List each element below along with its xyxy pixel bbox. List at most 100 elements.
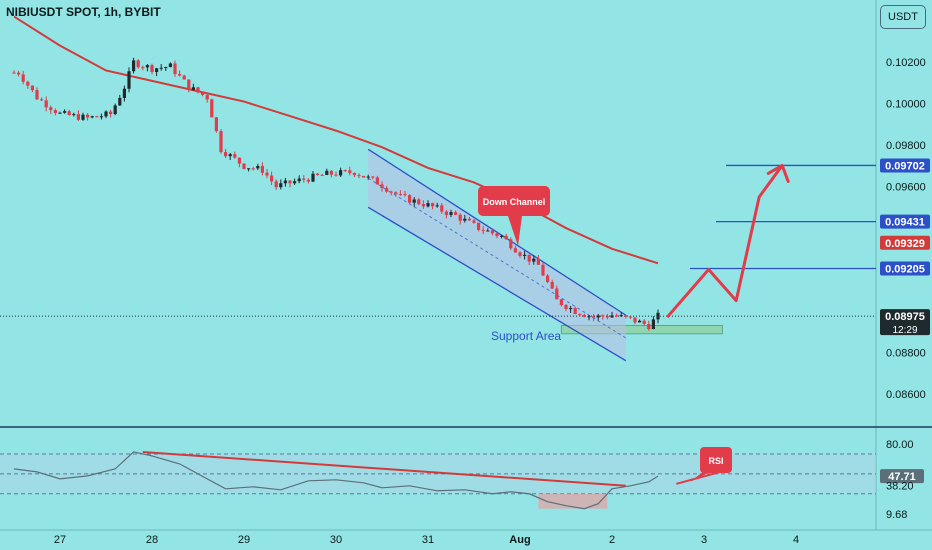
candle-body — [40, 99, 44, 101]
candle-body — [431, 203, 435, 207]
candle-body — [109, 111, 113, 115]
candle-body — [95, 116, 99, 118]
candle-body — [495, 233, 499, 237]
candle-body — [283, 180, 287, 184]
candle-body — [536, 258, 540, 265]
rsi-callout-pointer — [690, 471, 712, 482]
time-tick-label: 3 — [701, 534, 707, 546]
candle-body — [325, 170, 329, 175]
candle-body — [242, 163, 246, 169]
candle-body — [168, 63, 172, 68]
moving-average-line — [13, 15, 659, 265]
candle-body — [440, 205, 444, 212]
rsi-current-label: 47.71 — [888, 471, 916, 483]
candle-body — [265, 172, 269, 176]
candle-body — [187, 79, 191, 91]
down-channel-fill — [368, 149, 626, 361]
candle-body — [35, 90, 39, 100]
candle-body — [486, 230, 490, 232]
candle-body — [596, 315, 600, 318]
candle-body — [44, 100, 48, 108]
candle-body — [412, 199, 416, 203]
candle-body — [316, 173, 320, 175]
candle-body — [53, 110, 57, 113]
candle-body — [63, 111, 67, 113]
candle-body — [656, 312, 660, 320]
candle-body — [444, 211, 448, 215]
candle-body — [339, 170, 343, 176]
candle-body — [513, 248, 517, 253]
price-label-box — [880, 214, 930, 229]
candle-body — [67, 111, 71, 116]
candle-body — [605, 316, 609, 318]
candle-body — [214, 117, 218, 132]
rsi-trendline — [142, 450, 626, 487]
time-tick-label: 29 — [238, 534, 250, 546]
price-label-text: 0.09205 — [885, 263, 925, 275]
candle-body — [21, 74, 25, 82]
candle-body — [81, 114, 85, 120]
candle-body — [463, 218, 467, 221]
candle-body — [219, 131, 223, 153]
price-label-text: 0.08975 — [885, 311, 925, 323]
rsi-line — [13, 451, 659, 510]
candle-body — [619, 315, 623, 317]
candle-body — [389, 191, 393, 193]
candle-body — [458, 214, 462, 221]
price-tick-label: 0.08800 — [886, 347, 926, 359]
rsi-oversold-fill — [538, 493, 608, 509]
candle-body — [559, 299, 563, 306]
price-label-box — [880, 235, 930, 250]
candle-body — [481, 229, 485, 231]
currency-badge[interactable]: USDT — [880, 5, 926, 29]
candle-body — [403, 194, 407, 196]
down-channel-lower-line — [367, 206, 627, 362]
candle-body — [371, 176, 375, 178]
candle-body — [380, 184, 384, 189]
projection-arrowhead — [766, 163, 790, 183]
candle-body — [610, 315, 614, 318]
candle-body — [132, 60, 136, 72]
candle-body — [532, 258, 536, 262]
time-tick-label: Aug — [509, 534, 530, 546]
projection-path — [666, 164, 784, 319]
candle-body — [297, 178, 301, 182]
time-tick-label: 31 — [422, 534, 434, 546]
candle-body — [500, 235, 504, 237]
candle-body — [394, 192, 398, 195]
candle-body — [150, 65, 154, 72]
candle-body — [362, 175, 366, 178]
price-label-box — [880, 158, 930, 173]
candle-body — [201, 92, 205, 95]
candle-body — [210, 99, 214, 118]
candle-body — [113, 105, 117, 115]
candle-body — [58, 112, 62, 114]
down-channel-label: Down Channel — [483, 197, 546, 207]
candle-body — [592, 316, 596, 318]
candle-body — [398, 194, 402, 196]
candle-body — [136, 60, 140, 68]
candle-body — [76, 114, 80, 120]
candle-body — [99, 116, 103, 118]
time-tick-label: 30 — [330, 534, 342, 546]
candle-body — [302, 178, 306, 180]
candle-body — [417, 199, 421, 205]
time-tick-label: 27 — [54, 534, 66, 546]
candle-body — [251, 168, 255, 170]
candle-body — [191, 87, 195, 91]
rsi-callout-label: RSI — [708, 456, 723, 466]
candle-body — [642, 320, 646, 324]
candle-body — [90, 116, 94, 118]
rsi-current-box — [880, 469, 924, 484]
rsi-tick-label: 38.20 — [886, 481, 914, 493]
candle-body — [205, 94, 209, 100]
time-tick-label: 4 — [793, 534, 799, 546]
countdown-text: 12:29 — [892, 325, 917, 336]
candle-body — [306, 179, 310, 182]
candle-body — [651, 319, 655, 329]
candle-body — [504, 235, 508, 240]
support-area-label: Support Area — [491, 329, 561, 343]
price-label-text: 0.09329 — [885, 238, 925, 250]
candle-body — [288, 180, 292, 184]
